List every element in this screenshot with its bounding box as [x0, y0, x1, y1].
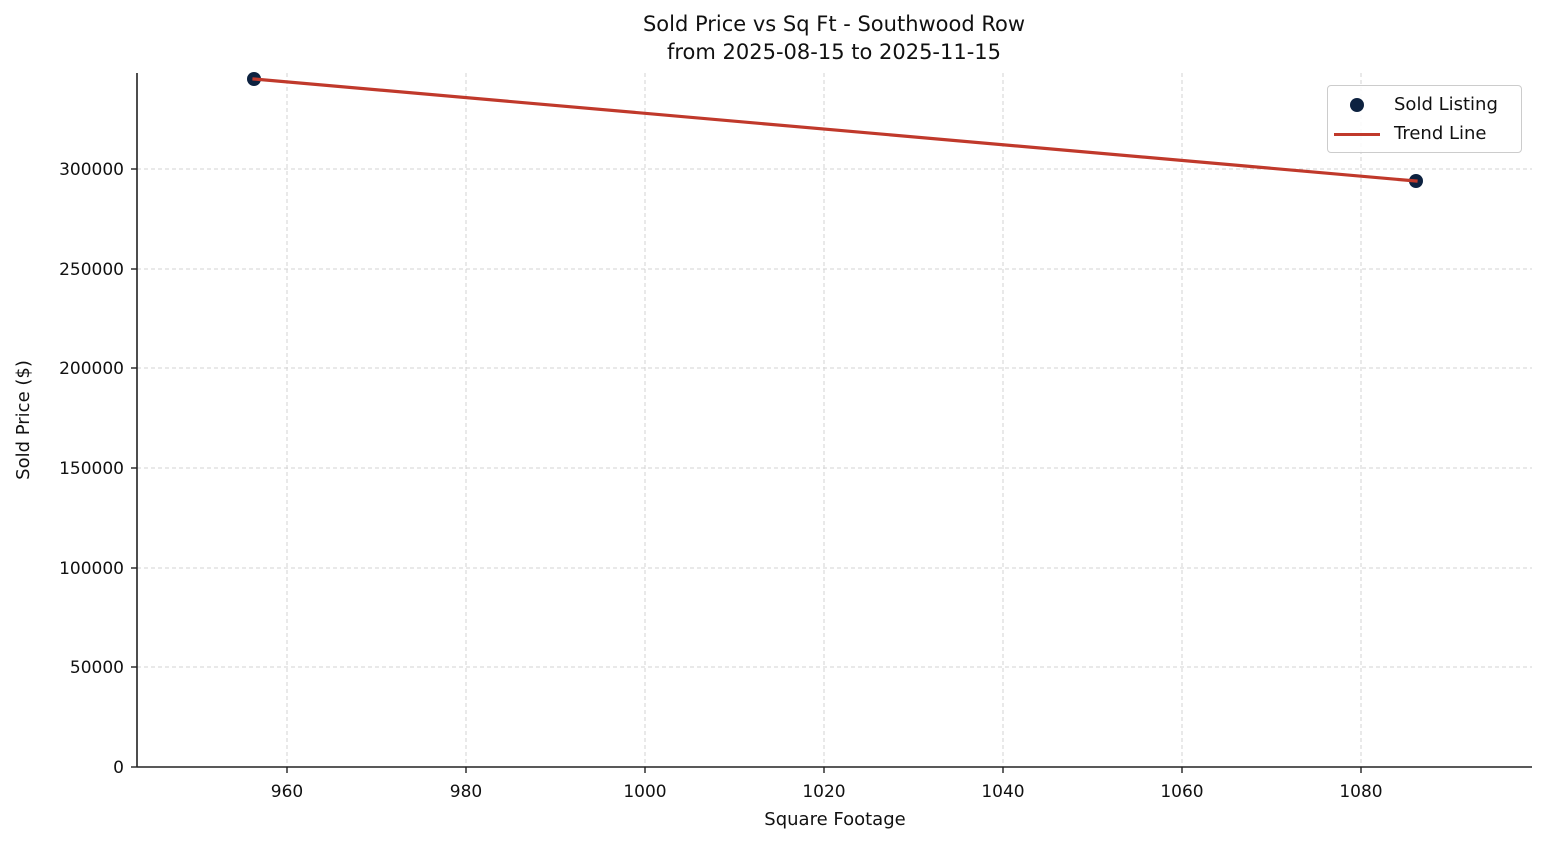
y-tick-label: 250000: [59, 260, 124, 280]
marker-icon: [1350, 98, 1364, 112]
x-tick-labels: 960 980 1000 1020 1040 1060 1080: [271, 782, 1383, 802]
x-tick-label: 960: [271, 782, 303, 802]
legend-item-sold-listing: Sold Listing: [1328, 92, 1521, 116]
x-ticks: [286, 767, 1362, 773]
line-icon: [1334, 133, 1380, 136]
x-tick-label: 1060: [1160, 782, 1203, 802]
x-axis-label: Square Footage: [764, 809, 905, 830]
legend: Sold Listing Trend Line: [1327, 85, 1522, 153]
x-tick-label: 1000: [623, 782, 666, 802]
legend-label: Trend Line: [1394, 123, 1487, 144]
chart-title: Sold Price vs Sq Ft - Southwood Row from…: [136, 10, 1532, 66]
y-tick-label: 300000: [59, 160, 124, 180]
legend-item-trend-line: Trend Line: [1328, 121, 1521, 145]
x-tick-label: 1020: [802, 782, 845, 802]
chart-title-line2: from 2025-08-15 to 2025-11-15: [666, 40, 1002, 64]
grid: [137, 73, 1532, 767]
y-tick-label: 100000: [59, 559, 124, 579]
y-tick-label: 150000: [59, 459, 124, 479]
trend-line: [252, 77, 1418, 183]
y-ticks: [131, 168, 137, 768]
x-tick-label: 980: [450, 782, 482, 802]
chart-title-line1: Sold Price vs Sq Ft - Southwood Row: [642, 12, 1026, 36]
x-tick-label: 1040: [981, 782, 1024, 802]
y-tick-label: 50000: [70, 658, 124, 678]
y-axis-label: Sold Price ($): [13, 360, 34, 480]
legend-label: Sold Listing: [1394, 94, 1498, 115]
y-tick-label: 200000: [59, 359, 124, 379]
x-tick-label: 1080: [1339, 782, 1382, 802]
y-tick-label: 0: [113, 758, 124, 778]
y-tick-labels: 0 50000 100000 150000 200000 250000 3000…: [59, 160, 124, 778]
